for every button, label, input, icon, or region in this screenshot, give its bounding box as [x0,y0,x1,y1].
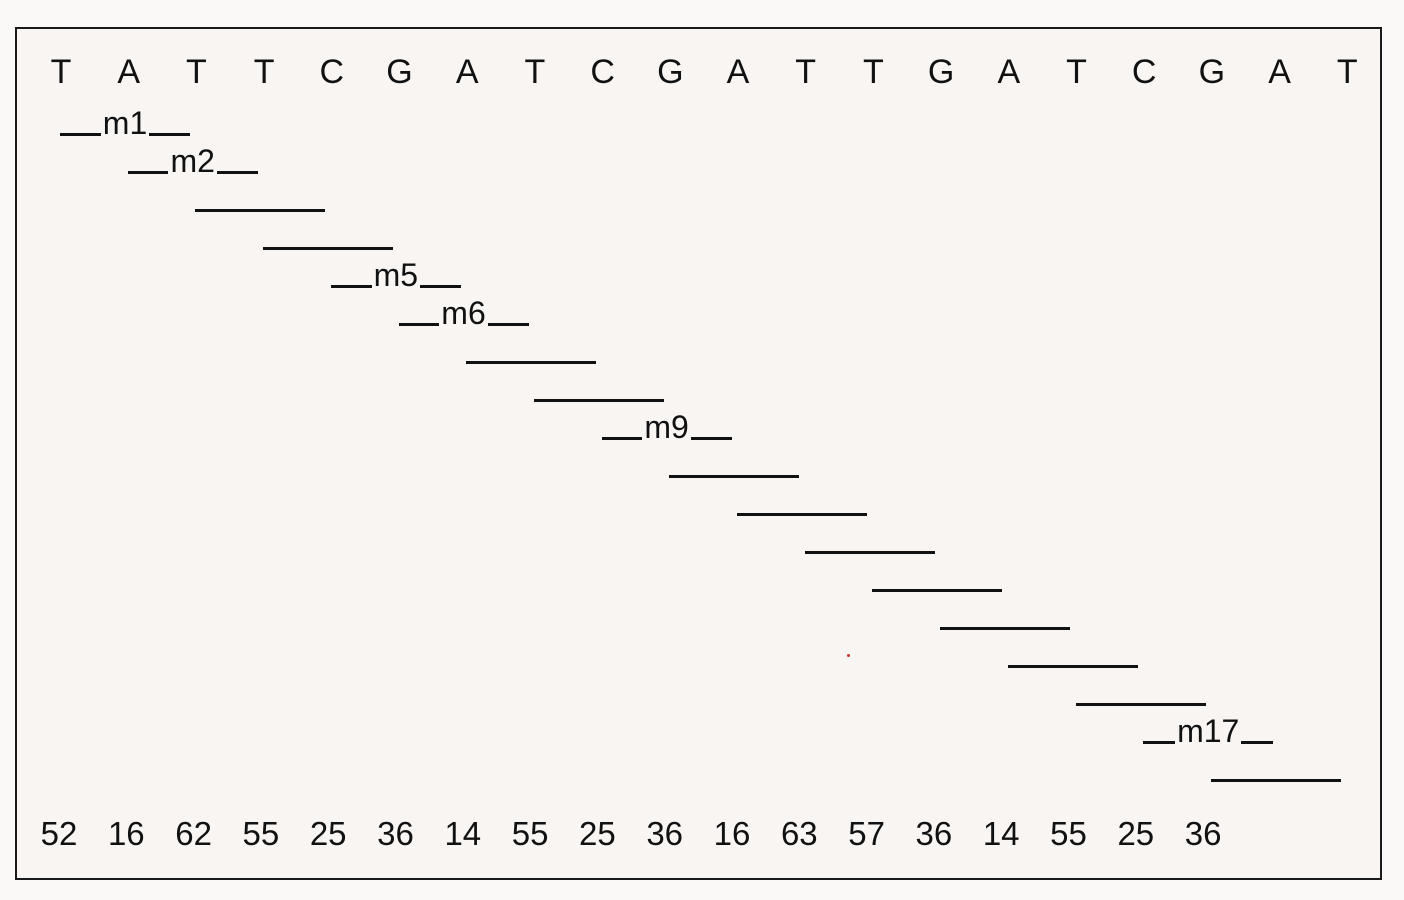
window-value: 16 [107,815,145,852]
window-label-text: m1 [102,105,148,141]
window-value: 57 [848,815,885,852]
window-value: 25 [1117,815,1155,852]
window-value: 55 [511,815,549,852]
sequence-base: G [657,53,684,91]
window-label-text: m17 [1177,713,1240,749]
window-line [669,475,800,478]
stray-mark [847,654,850,657]
window-line [1075,703,1206,706]
window-label: m9 [602,411,732,443]
window-bar [940,599,1071,633]
window-value: 14 [444,815,482,852]
window-bar: m1 [60,105,190,139]
sequence-base: G [1198,53,1226,91]
window-line [533,399,664,402]
window-bar: m2 [128,143,258,177]
sequence-base: A [455,53,479,91]
window-bar [737,485,867,519]
window-bar: m5 [331,257,461,291]
window-label: m5 [331,259,461,291]
window-value: 36 [915,815,953,852]
window-line [1210,779,1341,782]
sequence-base: G [386,53,413,91]
window-bar [872,561,1003,595]
sequence-base: A [997,53,1021,91]
window-label-text: m2 [170,143,215,179]
window-bar [1007,637,1138,671]
window-line [737,513,867,516]
window-value: 14 [982,815,1020,852]
window-bar [1210,751,1341,785]
window-value: 63 [780,815,818,852]
window-value: 36 [377,815,414,852]
window-bar [1075,675,1206,709]
window-label: m1 [60,107,190,139]
sequence-base: T [863,53,884,91]
window-bar: m17 [1143,713,1273,747]
sequence-base: T [795,53,817,91]
window-bar [466,333,597,367]
sequence-base: T [186,53,207,91]
window-bar [804,523,935,557]
sequence-base: A [117,53,141,91]
window-line [872,589,1003,592]
sequence-base: C [319,53,345,91]
sequence-base: T [1336,53,1358,91]
window-bar [195,181,326,215]
window-value: 25 [309,815,347,852]
sequence-base: T [253,53,275,91]
window-bar [533,371,664,405]
window-label: m2 [128,145,258,177]
window-line [940,627,1071,630]
window-value: 16 [713,815,751,852]
window-bar: m6 [399,295,529,329]
window-line [263,247,394,250]
window-value: 55 [1050,815,1087,852]
window-bar [263,219,394,253]
sequence-base: T [50,53,72,91]
window-value: 55 [242,815,280,852]
window-label: m17 [1143,715,1273,747]
window-value: 36 [646,815,684,852]
window-label: m6 [399,297,529,329]
window-label-text: m6 [441,295,486,331]
window-line [466,361,597,364]
window-value: 62 [175,815,212,852]
sequence-base: T [1066,53,1087,91]
sequence-base: G [927,53,955,91]
window-bar [669,447,800,481]
window-label-text: m9 [644,409,689,445]
sequence-base: A [1268,53,1291,91]
sequence-base: T [524,53,546,91]
window-value: 36 [1184,815,1222,852]
sequence-base: C [1131,53,1157,91]
window-line [1007,665,1138,668]
window-value: 25 [579,815,616,852]
sequence-base: C [590,53,615,91]
window-bar: m9 [602,409,732,443]
window-line [804,551,935,554]
window-value: 52 [40,815,78,852]
sequence-base: A [726,53,750,91]
window-line [195,209,326,212]
window-label-text: m5 [373,257,419,293]
